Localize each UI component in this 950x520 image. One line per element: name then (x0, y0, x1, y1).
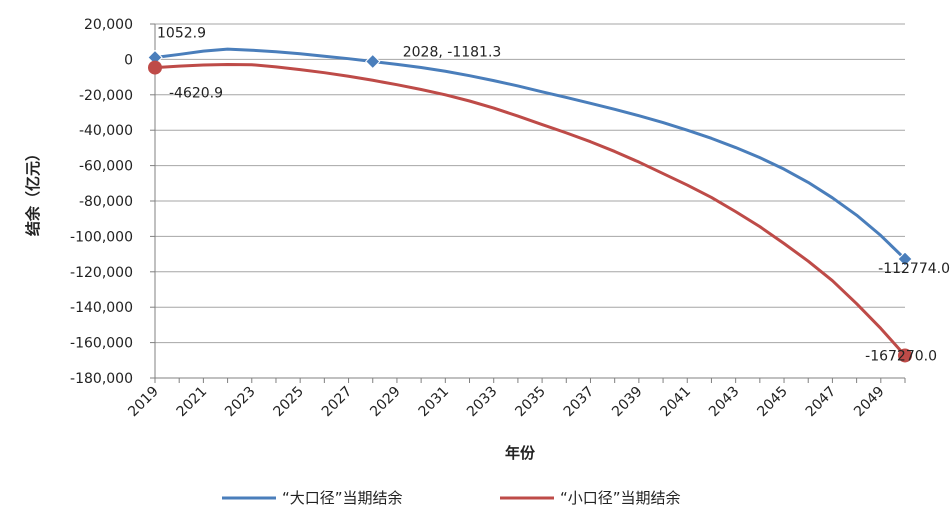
x-tick-label: 2043 (706, 384, 743, 421)
x-tick-label: 2041 (658, 384, 695, 421)
x-tick-label: 2035 (512, 384, 549, 421)
series-point-circle (148, 60, 162, 75)
data-label: -4620.9 (169, 86, 223, 102)
y-tick-label: -120,000 (70, 265, 133, 281)
x-tick-label: 2047 (803, 384, 840, 421)
y-tick-label: -80,000 (79, 194, 133, 210)
y-tick-label: 20,000 (84, 17, 133, 33)
y-tick-label: -40,000 (79, 123, 133, 139)
y-axis-title: 结余（亿元） (24, 146, 42, 236)
series-layer (147, 47, 913, 363)
series-point-circle (898, 348, 912, 363)
legend-label: “大口径”当期结余 (282, 489, 403, 507)
x-tick-label: 2023 (222, 384, 259, 421)
series-point-diamond (897, 251, 913, 267)
x-axis-title: 年份 (505, 444, 536, 462)
data-label: -112774.0 (878, 261, 950, 277)
x-tick-label: 2033 (464, 384, 501, 421)
y-tick-label: -160,000 (70, 336, 133, 352)
x-tick-label: 2039 (609, 384, 646, 421)
x-tick-label: 2031 (416, 384, 453, 421)
x-tick-label: 2025 (270, 384, 307, 421)
data-label-layer: 1052.9 2028, -1181.3 -112774.0 -4620.9 -1672… (157, 26, 950, 365)
data-label: -167270.0 (865, 348, 937, 364)
x-tick-label: 2037 (561, 384, 598, 421)
x-tick-label: 2049 (851, 384, 888, 421)
series-line-0 (154, 47, 907, 261)
y-tick-label: 0 (124, 52, 133, 68)
legend-label: “小口径”当期结余 (560, 489, 681, 507)
x-tick-label: 2045 (754, 384, 791, 421)
x-tick-label: 2027 (319, 384, 356, 421)
data-label: 1052.9 (157, 26, 206, 42)
legend: “大口径”当期结余 “小口径”当期结余 (222, 489, 681, 507)
y-tick-label: -100,000 (70, 229, 133, 245)
y-tick-label: -180,000 (70, 371, 133, 387)
x-tick-label: 2019 (125, 384, 162, 421)
grid-layer (155, 23, 905, 379)
series-point-diamond (365, 53, 381, 70)
x-tick-label: 2021 (174, 384, 211, 421)
x-tick-label: 2029 (367, 384, 404, 421)
y-tick-label: -140,000 (70, 300, 133, 316)
axis-layer: 20,000 0 -20,000 -40,000 -60,000 -80,000 -100,… (24, 17, 906, 462)
y-tick-label: -20,000 (79, 88, 133, 104)
data-label: 2028, -1181.3 (403, 44, 502, 60)
y-tick-label: -60,000 (79, 159, 133, 175)
series-line-1 (154, 63, 907, 357)
